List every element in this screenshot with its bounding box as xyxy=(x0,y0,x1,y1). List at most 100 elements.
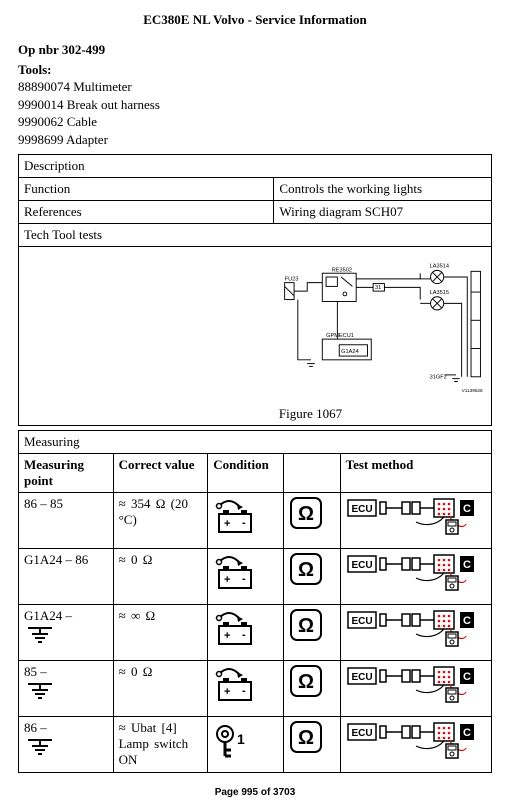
symbol-cell: Ω xyxy=(283,661,340,717)
symbol-cell: Ω xyxy=(283,493,340,549)
test-method-cell: ECU C xyxy=(340,605,491,661)
ohm-icon: Ω xyxy=(289,496,323,530)
symbol-cell: Ω xyxy=(283,549,340,605)
svg-text:ECU: ECU xyxy=(351,560,372,571)
svg-text:Ω: Ω xyxy=(298,503,314,525)
condition-cell: + - xyxy=(208,493,284,549)
svg-text:-: - xyxy=(242,517,246,529)
svg-text:31GF2: 31GF2 xyxy=(430,375,447,381)
ground-icon xyxy=(24,736,56,756)
description-table: Description Function Controls the workin… xyxy=(18,154,492,426)
svg-text:ECU: ECU xyxy=(351,728,372,739)
col-condition: Condition xyxy=(208,454,284,493)
symbol-cell: Ω xyxy=(283,605,340,661)
desc-right: Wiring diagram SCH07 xyxy=(274,201,492,224)
svg-text:-: - xyxy=(242,685,246,697)
measuring-point: 86 – 85 xyxy=(19,493,114,549)
battery-disconnect-icon: + - xyxy=(213,608,259,648)
svg-text:ECU: ECU xyxy=(351,504,372,515)
svg-text:Ω: Ω xyxy=(298,559,314,581)
ecu-test-icon: ECU C xyxy=(346,496,476,536)
svg-text:C: C xyxy=(463,503,471,515)
battery-disconnect-icon: + - xyxy=(213,496,259,536)
test-method-cell: ECU C xyxy=(340,661,491,717)
ecu-test-icon: ECU C xyxy=(346,720,476,760)
tech-tool-tests: Tech Tool tests xyxy=(19,224,492,247)
ohm-icon: Ω xyxy=(289,720,323,754)
ohm-icon: Ω xyxy=(289,552,323,586)
svg-text:FU23: FU23 xyxy=(285,277,299,283)
correct-value: ≈ ∞ Ω xyxy=(113,605,208,661)
condition-cell: + - xyxy=(208,605,284,661)
wiring-diagram: FU23 RE3502 31 LA3514 xyxy=(274,247,492,404)
tools-list: 88890074 Multimeter 9990014 Break out ha… xyxy=(18,78,492,148)
svg-text:V1139528: V1139528 xyxy=(462,388,483,393)
table-row: G1A24 – ≈ ∞ Ω + - Ω ECU C xyxy=(19,605,492,661)
page-footer: Page 995 of 3703 xyxy=(18,787,492,798)
tool-item: 9998699 Adapter xyxy=(18,131,492,149)
table-row: 85 – ≈ 0 Ω + - Ω ECU C xyxy=(19,661,492,717)
table-row: G1A24 – 86≈ 0 Ω + - Ω ECU C xyxy=(19,549,492,605)
svg-text:-: - xyxy=(242,573,246,585)
svg-text:ECU: ECU xyxy=(351,616,372,627)
svg-text:+: + xyxy=(224,574,230,586)
test-method-cell: ECU C xyxy=(340,493,491,549)
key-on-icon: 1 xyxy=(213,720,253,760)
measuring-header: Measuring xyxy=(19,431,492,454)
ecu-test-icon: ECU C xyxy=(346,552,476,592)
correct-value: ≈ 354 Ω (20 °C) xyxy=(113,493,208,549)
svg-text:G1A24: G1A24 xyxy=(341,349,359,355)
svg-text:C: C xyxy=(463,559,471,571)
ecu-test-icon: ECU C xyxy=(346,664,476,704)
svg-text:C: C xyxy=(463,615,471,627)
correct-value: ≈ 0 Ω xyxy=(113,549,208,605)
description-header: Description xyxy=(19,155,492,178)
svg-text:GPMECU1: GPMECU1 xyxy=(326,333,354,339)
measuring-point: G1A24 – xyxy=(19,605,114,661)
col-measuring-point: Measuring point xyxy=(19,454,114,493)
svg-text:C: C xyxy=(463,671,471,683)
desc-right: Controls the working lights xyxy=(274,178,492,201)
condition-cell: + - xyxy=(208,661,284,717)
figure-caption: Figure 1067 xyxy=(274,403,492,426)
svg-text:C: C xyxy=(463,727,471,739)
ground-icon xyxy=(24,680,56,700)
svg-text:+: + xyxy=(224,518,230,530)
page-title: EC380E NL Volvo - Service Information xyxy=(18,12,492,28)
svg-text:LA3514: LA3514 xyxy=(430,264,449,270)
test-method-cell: ECU C xyxy=(340,717,491,773)
op-nbr: Op nbr 302-499 xyxy=(18,42,492,58)
svg-text:Ω: Ω xyxy=(298,727,314,749)
svg-text:+: + xyxy=(224,686,230,698)
measuring-point: G1A24 – 86 xyxy=(19,549,114,605)
measuring-point: 86 – xyxy=(19,717,114,773)
ohm-icon: Ω xyxy=(289,664,323,698)
desc-left: References xyxy=(19,201,274,224)
tool-item: 88890074 Multimeter xyxy=(18,78,492,96)
svg-text:Ω: Ω xyxy=(298,615,314,637)
table-row: 86 – 85≈ 354 Ω (20 °C) + - Ω ECU C xyxy=(19,493,492,549)
svg-text:Ω: Ω xyxy=(298,671,314,693)
col-correct-value: Correct value xyxy=(113,454,208,493)
condition-cell: + - xyxy=(208,549,284,605)
svg-text:RE3502: RE3502 xyxy=(332,268,352,274)
col-symbol xyxy=(283,454,340,493)
test-method-cell: ECU C xyxy=(340,549,491,605)
svg-text:ECU: ECU xyxy=(351,672,372,683)
svg-text:1: 1 xyxy=(237,731,245,747)
ground-icon xyxy=(24,624,56,644)
svg-text:31: 31 xyxy=(375,285,381,291)
symbol-cell: Ω xyxy=(283,717,340,773)
battery-disconnect-icon: + - xyxy=(213,664,259,704)
table-row: 86 – ≈ Ubat [4] Lamp switch ON 1 Ω ECU C xyxy=(19,717,492,773)
col-test-method: Test method xyxy=(340,454,491,493)
tool-item: 9990062 Cable xyxy=(18,113,492,131)
correct-value: ≈ Ubat [4] Lamp switch ON xyxy=(113,717,208,773)
svg-text:-: - xyxy=(242,629,246,641)
tools-label: Tools: xyxy=(18,62,492,78)
ecu-test-icon: ECU C xyxy=(346,608,476,648)
ohm-icon: Ω xyxy=(289,608,323,642)
svg-text:+: + xyxy=(224,630,230,642)
correct-value: ≈ 0 Ω xyxy=(113,661,208,717)
tool-item: 9990014 Break out harness xyxy=(18,96,492,114)
